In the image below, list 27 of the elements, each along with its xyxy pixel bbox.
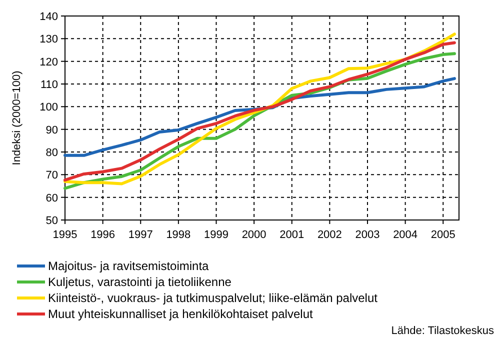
x-tick-label: 1997 <box>128 229 153 241</box>
x-tick-label: 2002 <box>317 229 342 241</box>
legend-label: Kiinteistö-, vuokraus- ja tutkimuspalvelut; liike-elämän palvelut <box>48 291 378 305</box>
x-tick-label: 1998 <box>166 229 191 241</box>
x-tick-label: 2001 <box>280 229 304 241</box>
y-tick-label: 70 <box>46 170 58 182</box>
text: Lähde: Tilastokeskus <box>391 325 494 337</box>
x-tick-label: 2003 <box>355 229 380 241</box>
legend-label: Majoitus- ja ravitsemistoiminta <box>48 259 210 273</box>
y-tick-label: 120 <box>40 56 58 68</box>
y-axis-title: Indeksi (2000=100) <box>11 70 23 166</box>
y-tick-label: 80 <box>46 147 58 159</box>
y-tick-label: 60 <box>46 192 58 204</box>
y-tick-label: 130 <box>40 34 58 46</box>
x-tick-label: 2005 <box>430 229 456 241</box>
legend-label: Muut yhteiskunnalliset ja henkilökohtaiset palvelut <box>48 307 314 321</box>
y-tick-label: 110 <box>40 79 58 91</box>
y-tick-label: 140 <box>40 11 58 23</box>
y-tick-label: 90 <box>46 124 58 136</box>
x-tick-label: 1999 <box>204 229 228 241</box>
x-tick-label: 1995 <box>52 229 78 241</box>
x-tick-label: 2000 <box>242 229 266 241</box>
y-tick-label: 100 <box>40 102 58 114</box>
y-tick-label: 50 <box>46 215 58 227</box>
x-tick-label: 2004 <box>393 229 418 241</box>
legend-label: Kuljetus, varastointi ja tietoliikenne <box>48 275 232 289</box>
x-tick-label: 1996 <box>90 229 116 241</box>
